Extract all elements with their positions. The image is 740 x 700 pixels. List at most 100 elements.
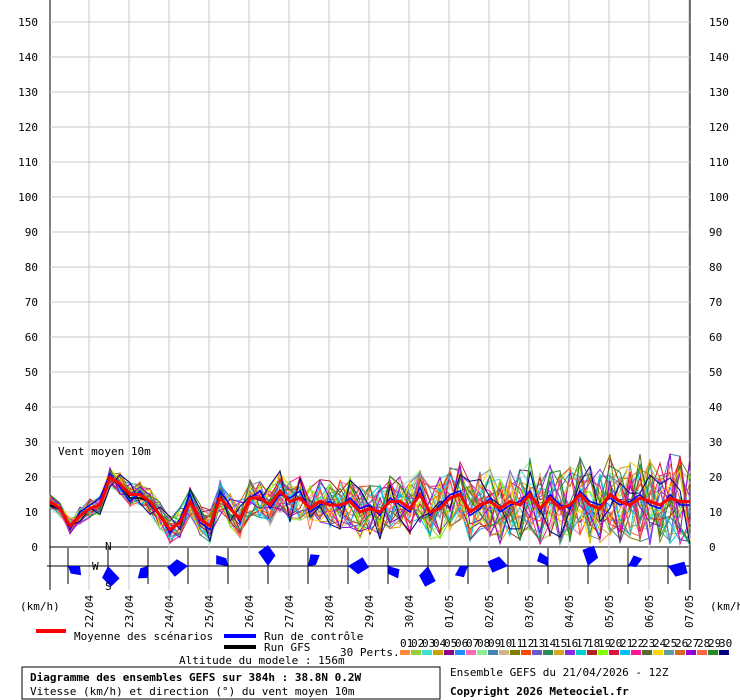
x-tick-label: 26/04 [243, 595, 256, 628]
pert-swatch [719, 650, 729, 655]
rose-petal [537, 552, 549, 566]
ensemble-label: Ensemble GEFS du 21/04/2026 - 12Z [450, 666, 669, 679]
perturbation-line [49, 457, 691, 541]
y-tick-label-right: 60 [709, 331, 722, 344]
y-tick-label-left: 40 [25, 401, 38, 414]
perturbation-line [49, 468, 691, 547]
pert-swatch [609, 650, 619, 655]
title-line-1: Diagramme des ensembles GEFS sur 384h : … [30, 671, 362, 684]
y-tick-label-right: 80 [709, 261, 722, 274]
wind-rose [367, 548, 409, 584]
perturbation-line [49, 453, 691, 545]
pert-swatch [455, 650, 465, 655]
rose-petal [348, 557, 369, 575]
x-tick-label: 05/05 [603, 595, 616, 628]
pert-swatch [620, 650, 630, 655]
y-tick-label-left: 90 [25, 226, 38, 239]
wind-rose [287, 548, 329, 584]
rose-label-s: S [105, 580, 112, 593]
legend-perts-label: 30 Perts. [340, 646, 400, 659]
x-tick-labels: 22/04 23/04 24/04 25/04 26/04 27/04 28/04 29/04… [83, 595, 696, 628]
unit-label-left: (km/h) [20, 600, 60, 613]
y-tick-label-left: 20 [25, 471, 38, 484]
wind-rose [407, 548, 449, 587]
pert-number: 29 [708, 637, 721, 650]
rose-petal [419, 566, 436, 587]
perturbation-line [49, 463, 691, 545]
x-tick-label: 29/04 [363, 595, 376, 628]
x-tick-label: 02/05 [483, 595, 496, 628]
pert-number: 23 [642, 637, 655, 650]
perturbation-legend: 0102030405060708091011121314151617181920… [400, 637, 732, 655]
rose-petal [582, 545, 599, 566]
title-line-2: Vitesse (km/h) et direction (°) du vent … [30, 685, 355, 698]
pert-swatch [411, 650, 421, 655]
pert-swatch [686, 650, 696, 655]
pert-swatch [565, 650, 575, 655]
pert-number: 06 [455, 637, 468, 650]
y-tick-label-left: 120 [18, 121, 38, 134]
pert-number: 26 [675, 637, 688, 650]
pert-swatch [708, 650, 718, 655]
legend-mean-label: Moyenne des scénarios [74, 630, 213, 643]
pert-swatch [444, 650, 454, 655]
wind-rose [487, 548, 529, 584]
y-tick-label-left: 150 [18, 16, 38, 29]
pert-swatch [642, 650, 652, 655]
legend-control-swatch [224, 634, 256, 638]
legend-gfs-label: Run GFS [264, 641, 310, 654]
pert-swatch [532, 650, 542, 655]
y-tick-label-left: 50 [25, 366, 38, 379]
pert-swatch [587, 650, 597, 655]
pert-swatch [466, 650, 476, 655]
y-tick-label-left: 130 [18, 86, 38, 99]
chart-title: Vent moyen 10m [58, 445, 151, 458]
legend-mean-swatch [36, 629, 66, 633]
x-tick-label: 28/04 [323, 595, 336, 628]
y-tick-label-right: 110 [709, 156, 729, 169]
y-tick-label-right: 50 [709, 366, 722, 379]
main-series [49, 471, 690, 535]
y-tick-label-right: 0 [709, 541, 716, 554]
pert-number: 30 [719, 637, 732, 650]
pert-number: 24 [653, 637, 667, 650]
pert-number: 12 [521, 637, 534, 650]
y-tick-label-right: 40 [709, 401, 722, 414]
pert-swatch [400, 650, 410, 655]
rose-petal [258, 545, 276, 566]
wind-rose [607, 548, 649, 584]
x-tick-label: 22/04 [83, 595, 96, 628]
y-tick-label-right: 70 [709, 296, 722, 309]
x-tick-label: 07/05 [683, 595, 696, 628]
pert-swatch [554, 650, 564, 655]
pert-number: 01 [400, 637, 413, 650]
legend-control-label: Run de contrôle [264, 630, 363, 643]
pert-number: 27 [686, 637, 699, 650]
y-tick-label-right: 130 [709, 86, 729, 99]
y-tick-label-right: 150 [709, 16, 729, 29]
x-tick-label: 24/04 [163, 595, 176, 628]
title-box [21, 666, 441, 700]
y-tick-label-right: 120 [709, 121, 729, 134]
pert-number: 07 [466, 637, 479, 650]
pert-swatch [510, 650, 520, 655]
pert-number: 05 [444, 637, 457, 650]
pert-swatch [697, 650, 707, 655]
pert-swatch [598, 650, 608, 655]
pert-number: 20 [609, 637, 622, 650]
pert-number: 15 [554, 637, 567, 650]
y-tick-label-right: 10 [709, 506, 722, 519]
rose-petal [102, 566, 120, 587]
pert-swatch [576, 650, 586, 655]
y-tick-label-right: 140 [709, 51, 729, 64]
wind-roses: NWS [47, 540, 689, 593]
x-tick-label: 03/05 [523, 595, 536, 628]
rose-petal [216, 555, 228, 566]
pert-number: 04 [433, 637, 447, 650]
pert-number: 11 [510, 637, 523, 650]
axis-ticks: 0 0 10 10 20 20 30 30 40 40 50 50 60 60 70 70 80 80 90 90 10… [18, 16, 729, 554]
pert-number: 02 [411, 637, 424, 650]
x-tick-label: 01/05 [443, 595, 456, 628]
perturbation-line [49, 455, 691, 545]
